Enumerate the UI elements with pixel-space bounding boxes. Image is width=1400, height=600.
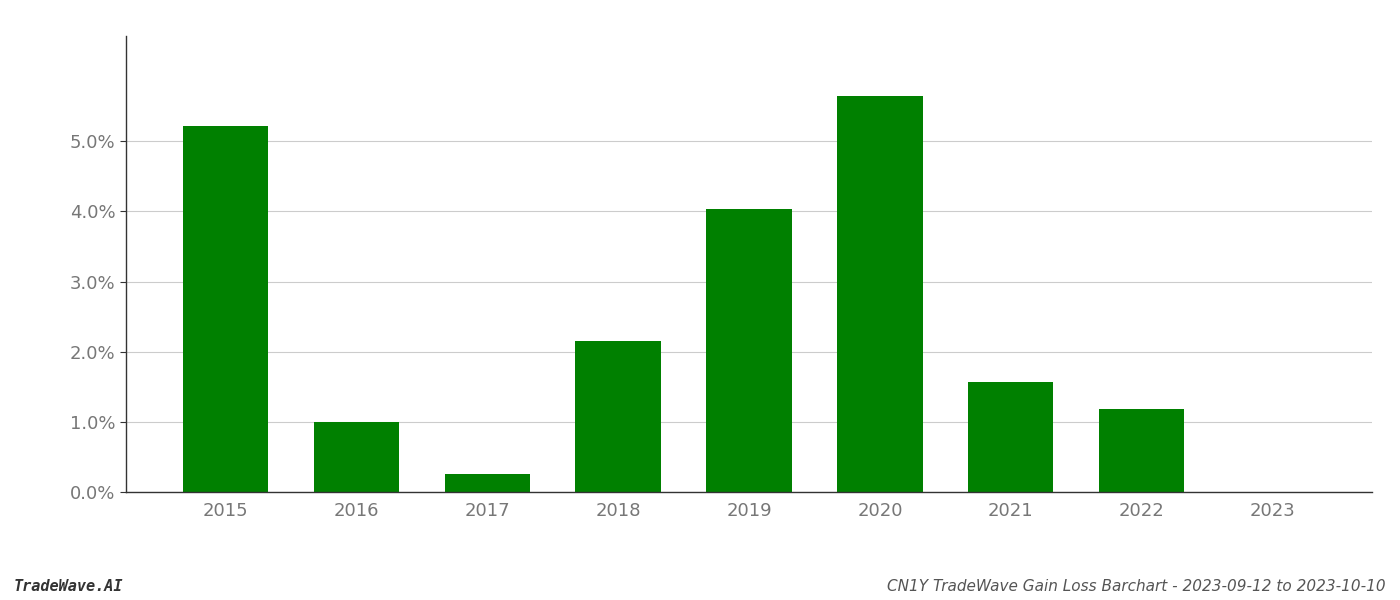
Bar xyxy=(707,209,791,492)
Bar xyxy=(575,341,661,492)
Text: TradeWave.AI: TradeWave.AI xyxy=(14,579,123,594)
Bar xyxy=(314,422,399,492)
Text: CN1Y TradeWave Gain Loss Barchart - 2023-09-12 to 2023-10-10: CN1Y TradeWave Gain Loss Barchart - 2023… xyxy=(888,579,1386,594)
Bar xyxy=(969,382,1053,492)
Bar xyxy=(182,126,267,492)
Bar xyxy=(837,95,923,492)
Bar xyxy=(1099,409,1184,492)
Bar xyxy=(445,475,529,492)
